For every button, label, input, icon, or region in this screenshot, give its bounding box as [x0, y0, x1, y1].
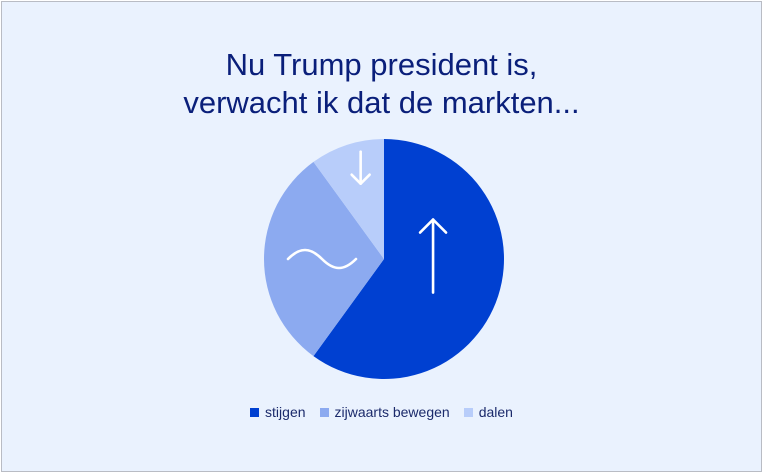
chart-title-line-2: verwacht ik dat de markten... [183, 85, 580, 120]
legend-item-zijwaarts: zijwaarts bewegen [319, 404, 450, 420]
legend-label: dalen [478, 404, 513, 420]
legend-item-stijgen: stijgen [250, 404, 306, 420]
chart-title-line-1: Nu Trump president is, [225, 47, 538, 82]
legend-label: zijwaarts bewegen [334, 404, 450, 420]
pie-slice-stijgen [313, 139, 504, 379]
legend-swatch [250, 407, 260, 417]
legend-swatch [463, 407, 473, 417]
legend-item-dalen: dalen [463, 404, 513, 420]
wave-icon [286, 248, 358, 270]
arrow-up-icon [418, 218, 448, 294]
chart-title: Nu Trump president is, verwacht ik dat d… [2, 46, 761, 122]
chart-legend: stijgen zijwaarts bewegen dalen [2, 404, 761, 420]
legend-swatch [319, 407, 329, 417]
legend-label: stijgen [265, 404, 306, 420]
pie-slice-zijwaarts-bewegen [264, 161, 384, 357]
pie-slice-dalen [313, 139, 384, 259]
arrow-down-icon [350, 150, 371, 185]
